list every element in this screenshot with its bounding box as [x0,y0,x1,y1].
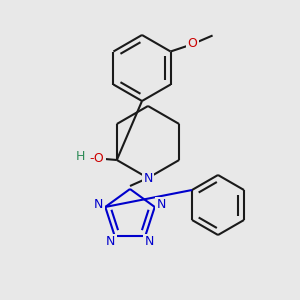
Text: O: O [188,37,197,50]
Text: N: N [143,172,153,184]
Text: N: N [157,198,166,211]
Text: -O: -O [90,152,105,164]
Text: N: N [94,198,103,211]
Text: N: N [145,235,154,248]
Text: H: H [75,151,85,164]
Text: N: N [106,235,115,248]
